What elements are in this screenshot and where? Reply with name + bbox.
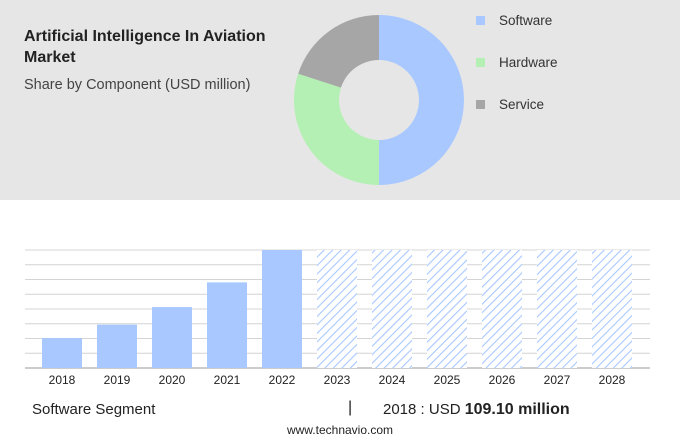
forecast-bar-2028 — [592, 250, 632, 368]
forecast-bar-2024 — [372, 250, 412, 368]
footer-value-amount: 109.10 million — [464, 401, 570, 418]
forecast-bar-2027 — [537, 250, 577, 368]
bar-chart: 2018 2019 2020 2021 2022 2023 2024 2025 2026 2027… — [25, 249, 650, 387]
donut-slice-software — [379, 15, 464, 185]
forecast-bar-2025 — [427, 250, 467, 368]
x-tick-label-2026: 2026 — [489, 373, 516, 387]
footer-year-label: 2018 : USD — [383, 401, 461, 418]
footer-separator: | — [348, 399, 353, 416]
donut-slice-service — [298, 15, 379, 88]
legend-item-hardware: Hardware — [476, 55, 558, 70]
x-tick-label-2024: 2024 — [379, 373, 406, 387]
forecast-bar-2026 — [482, 250, 522, 368]
legend-swatch-software — [476, 16, 485, 25]
donut-slice-hardware — [294, 73, 379, 185]
legend-label-software: Software — [499, 13, 553, 28]
legend-item-service: Service — [476, 97, 544, 112]
chart-title: Artificial Intelligence In Aviation Mark… — [24, 28, 266, 66]
x-tick-label-2020: 2020 — [159, 373, 186, 387]
donut-chart — [294, 15, 464, 185]
bar-2022 — [262, 250, 302, 368]
bar-2021 — [207, 282, 247, 368]
legend-label-service: Service — [499, 97, 545, 112]
footer-value: 2018 : USD 109.10 million — [383, 401, 570, 419]
footer-segment-label: Software Segment — [32, 401, 156, 418]
bar-2018 — [42, 338, 82, 368]
legend-swatch-service — [476, 100, 485, 109]
forecast-bar-2023 — [317, 250, 357, 368]
bar-2019 — [97, 324, 137, 368]
legend-label-hardware: Hardware — [499, 55, 558, 70]
x-tick-label-2018: 2018 — [49, 373, 76, 387]
x-tick-label-2027: 2027 — [544, 373, 571, 387]
source-url[interactable]: www.technavio.com — [286, 423, 394, 437]
x-tick-label-2019: 2019 — [104, 373, 131, 387]
legend-item-software: Software — [476, 13, 552, 28]
legend-swatch-hardware — [476, 58, 485, 67]
bar-2020 — [152, 307, 192, 368]
x-tick-label-2025: 2025 — [434, 373, 461, 387]
x-tick-label-2023: 2023 — [324, 373, 351, 387]
x-tick-label-2022: 2022 — [269, 373, 296, 387]
x-tick-label-2021: 2021 — [214, 373, 241, 387]
chart-subtitle: Share by Component (USD million) — [24, 77, 251, 93]
x-tick-label-2028: 2028 — [599, 373, 626, 387]
